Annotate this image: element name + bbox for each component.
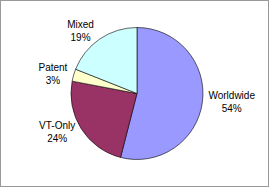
- svg-text:Worldwide54%: Worldwide54%: [208, 90, 255, 114]
- svg-text:VT-Only24%: VT-Only24%: [39, 120, 75, 144]
- svg-text:Mixed19%: Mixed19%: [67, 19, 94, 43]
- svg-text:Patent3%: Patent3%: [38, 62, 67, 86]
